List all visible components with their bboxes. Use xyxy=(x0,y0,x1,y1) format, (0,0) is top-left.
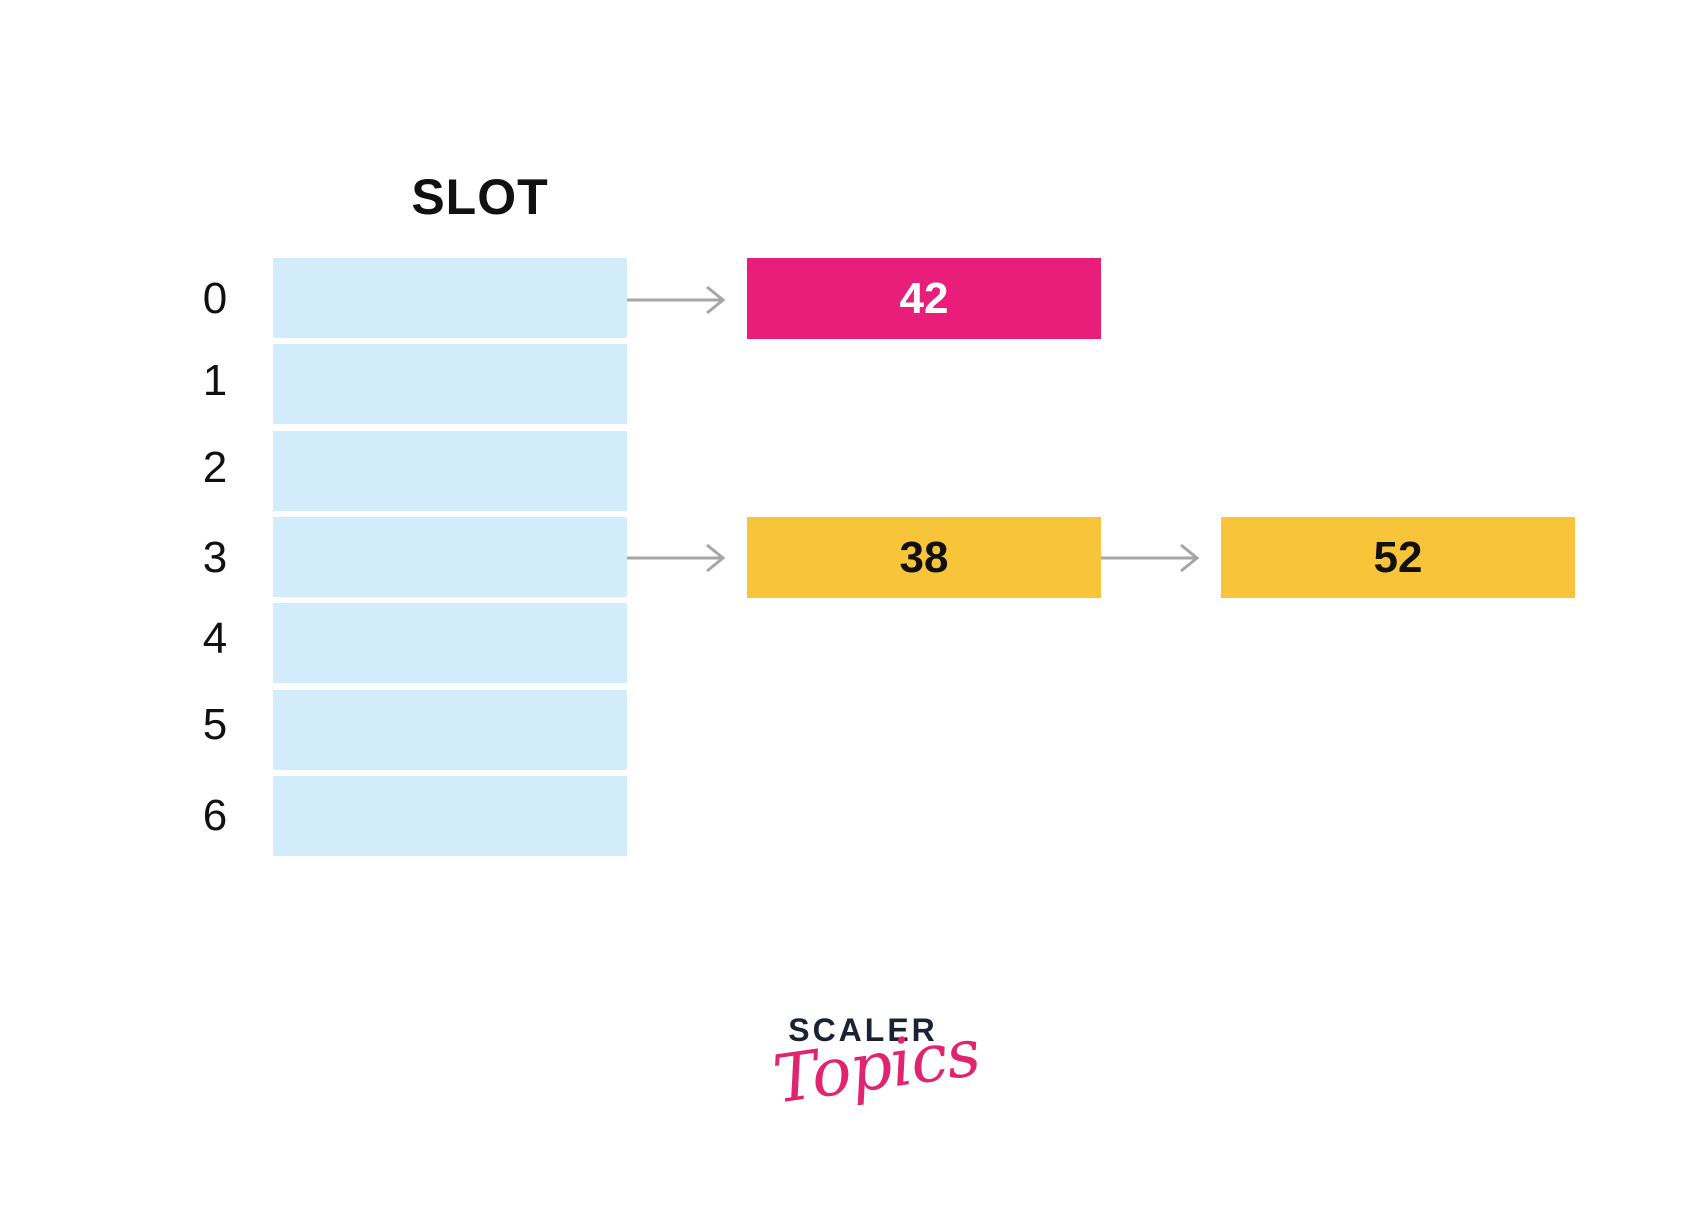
slot-index-3: 3 xyxy=(202,533,228,582)
logo-wordmark-scaler: SCALER xyxy=(788,1012,938,1048)
arrow-slot0-to-node-42 xyxy=(627,285,726,315)
slot-cell-3 xyxy=(273,517,627,597)
slot-index-4: 4 xyxy=(202,614,228,663)
slot-cell-4 xyxy=(273,603,627,683)
slot-cell-5 xyxy=(273,690,627,770)
slot-index-6: 6 xyxy=(202,791,228,840)
chain-node-52: 52 xyxy=(1221,517,1575,598)
slot-index-0: 0 xyxy=(202,274,228,323)
slot-index-5: 5 xyxy=(202,700,228,749)
chain-node-42: 42 xyxy=(747,258,1101,339)
slot-cell-6 xyxy=(273,776,627,856)
slot-index-1: 1 xyxy=(202,356,228,405)
arrow-node-38-to-node-52 xyxy=(1101,543,1200,573)
slot-title: SLOT xyxy=(411,169,549,225)
slot-cell-1 xyxy=(273,344,627,424)
slot-cell-2 xyxy=(273,431,627,511)
chain-node-38: 38 xyxy=(747,517,1101,598)
slot-cell-0 xyxy=(273,258,627,338)
arrow-slot3-to-node-38 xyxy=(627,543,726,573)
slot-index-2: 2 xyxy=(202,443,228,492)
scaler-topics-logo: SCALER Topics xyxy=(769,1012,985,1142)
